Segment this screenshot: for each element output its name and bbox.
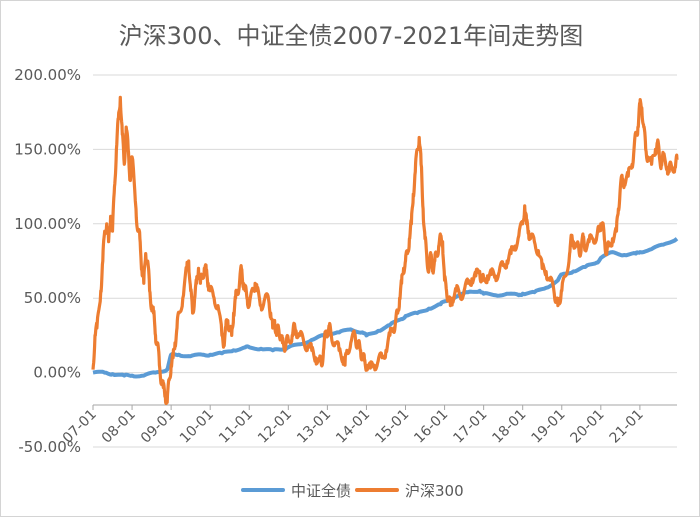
y-tick-label: 0.00%: [33, 364, 81, 382]
y-tick-label: 150.00%: [14, 140, 81, 158]
x-tick-label: 12-01: [255, 407, 295, 447]
x-tick-label: 10-01: [177, 407, 217, 447]
x-tick-label: 08-01: [99, 407, 139, 447]
legend: 中证全债 沪深300: [241, 482, 464, 500]
y-tick-label: 100.00%: [14, 215, 81, 233]
x-tick-label: 20-01: [568, 407, 608, 447]
x-tick-label: 19-01: [529, 407, 569, 447]
series-line-bond: [92, 237, 679, 379]
x-tick-label: 15-01: [372, 407, 412, 447]
y-tick-label: 200.00%: [14, 66, 81, 84]
y-axis-ticks: 200.00% 150.00% 100.00% 50.00% 0.00% -50.00%: [14, 66, 81, 456]
gridlines: [93, 74, 677, 448]
x-tick-label: 13-01: [294, 407, 334, 447]
x-tick-label: 16-01: [411, 407, 451, 447]
y-tick-label: 50.00%: [24, 289, 81, 307]
y-tick-label: -50.00%: [18, 438, 81, 456]
legend-label-bond: 中证全债: [291, 482, 351, 500]
x-tick-label: 11-01: [216, 407, 256, 447]
series-line-csi300: [91, 95, 679, 406]
x-tick-label: 14-01: [333, 407, 373, 447]
x-tick-label: 18-01: [489, 407, 529, 447]
x-axis-ticks: 07-0108-0109-0110-0111-0112-0113-0114-01…: [60, 405, 647, 447]
x-tick-label: 09-01: [138, 407, 178, 447]
x-tick-label: 17-01: [450, 407, 490, 447]
series-lines: [91, 95, 679, 406]
legend-label-csi300: 沪深300: [405, 482, 464, 500]
x-tick-label: 21-01: [607, 407, 647, 447]
chart-title: 沪深300、中证全债2007-2021年间走势图: [119, 22, 584, 50]
